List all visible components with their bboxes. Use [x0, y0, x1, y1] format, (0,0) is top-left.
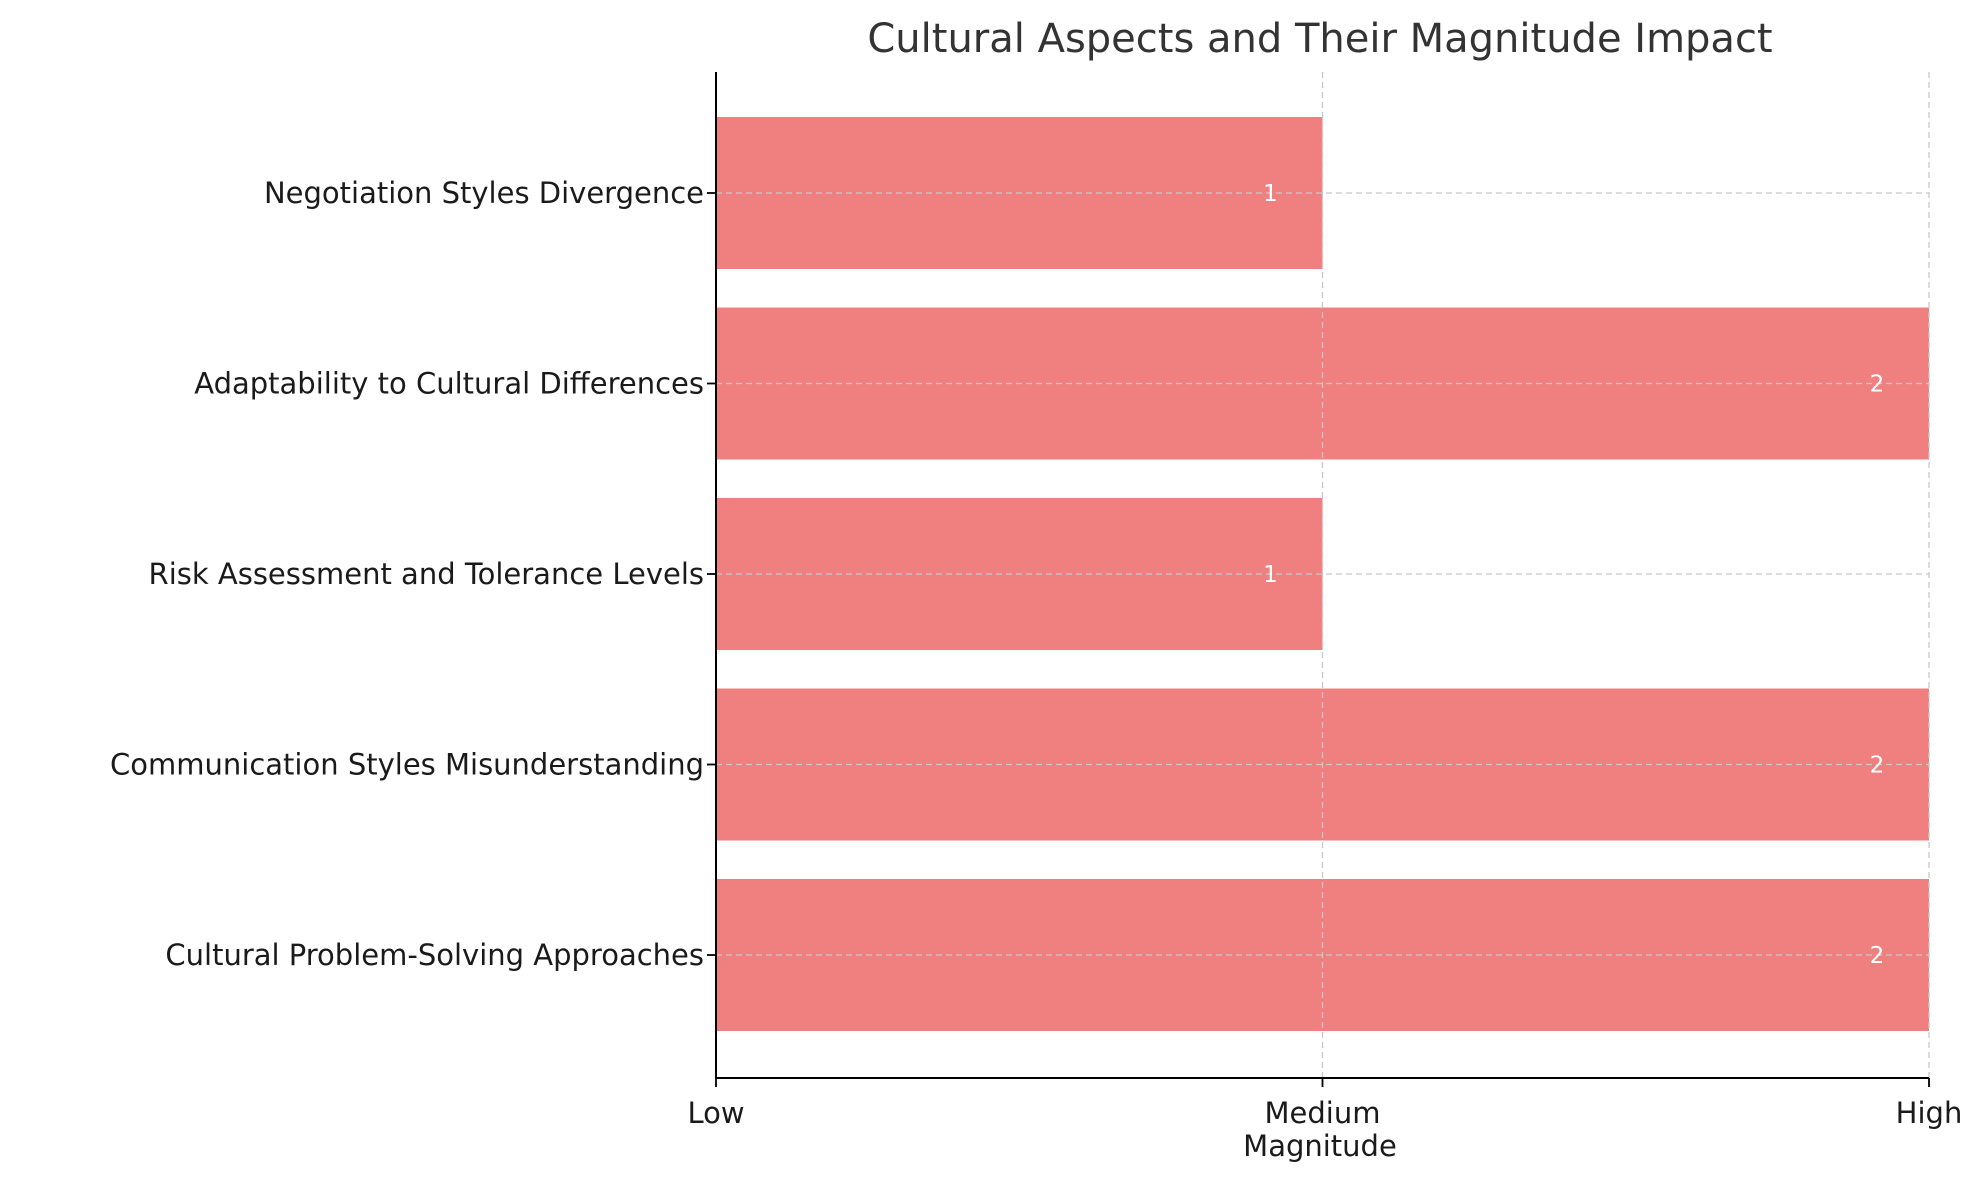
category-label: Communication Styles Misunderstanding — [110, 748, 704, 782]
data-label: 1 — [1263, 181, 1278, 207]
data-label: 2 — [1870, 943, 1885, 969]
data-label: 1 — [1263, 562, 1278, 588]
x-tick-label: High — [1896, 1096, 1963, 1130]
x-tick-label: Low — [687, 1096, 744, 1130]
axis-layer: Cultural Problem-Solving Approaches Commu… — [110, 72, 1962, 1130]
data-label: 2 — [1870, 372, 1885, 398]
x-tick-label: Medium — [1265, 1096, 1381, 1130]
data-label: 2 — [1870, 753, 1885, 779]
category-label: Adaptability to Cultural Differences — [194, 367, 704, 401]
data-label-layer: 2 2 1 2 1 — [1263, 181, 1884, 969]
chart-title: Cultural Aspects and Their Magnitude Imp… — [867, 16, 1772, 62]
category-label: Risk Assessment and Tolerance Levels — [149, 557, 704, 591]
category-label: Negotiation Styles Divergence — [264, 176, 704, 210]
category-label: Cultural Problem-Solving Approaches — [165, 938, 704, 972]
x-axis-label: Magnitude — [1243, 1129, 1397, 1163]
